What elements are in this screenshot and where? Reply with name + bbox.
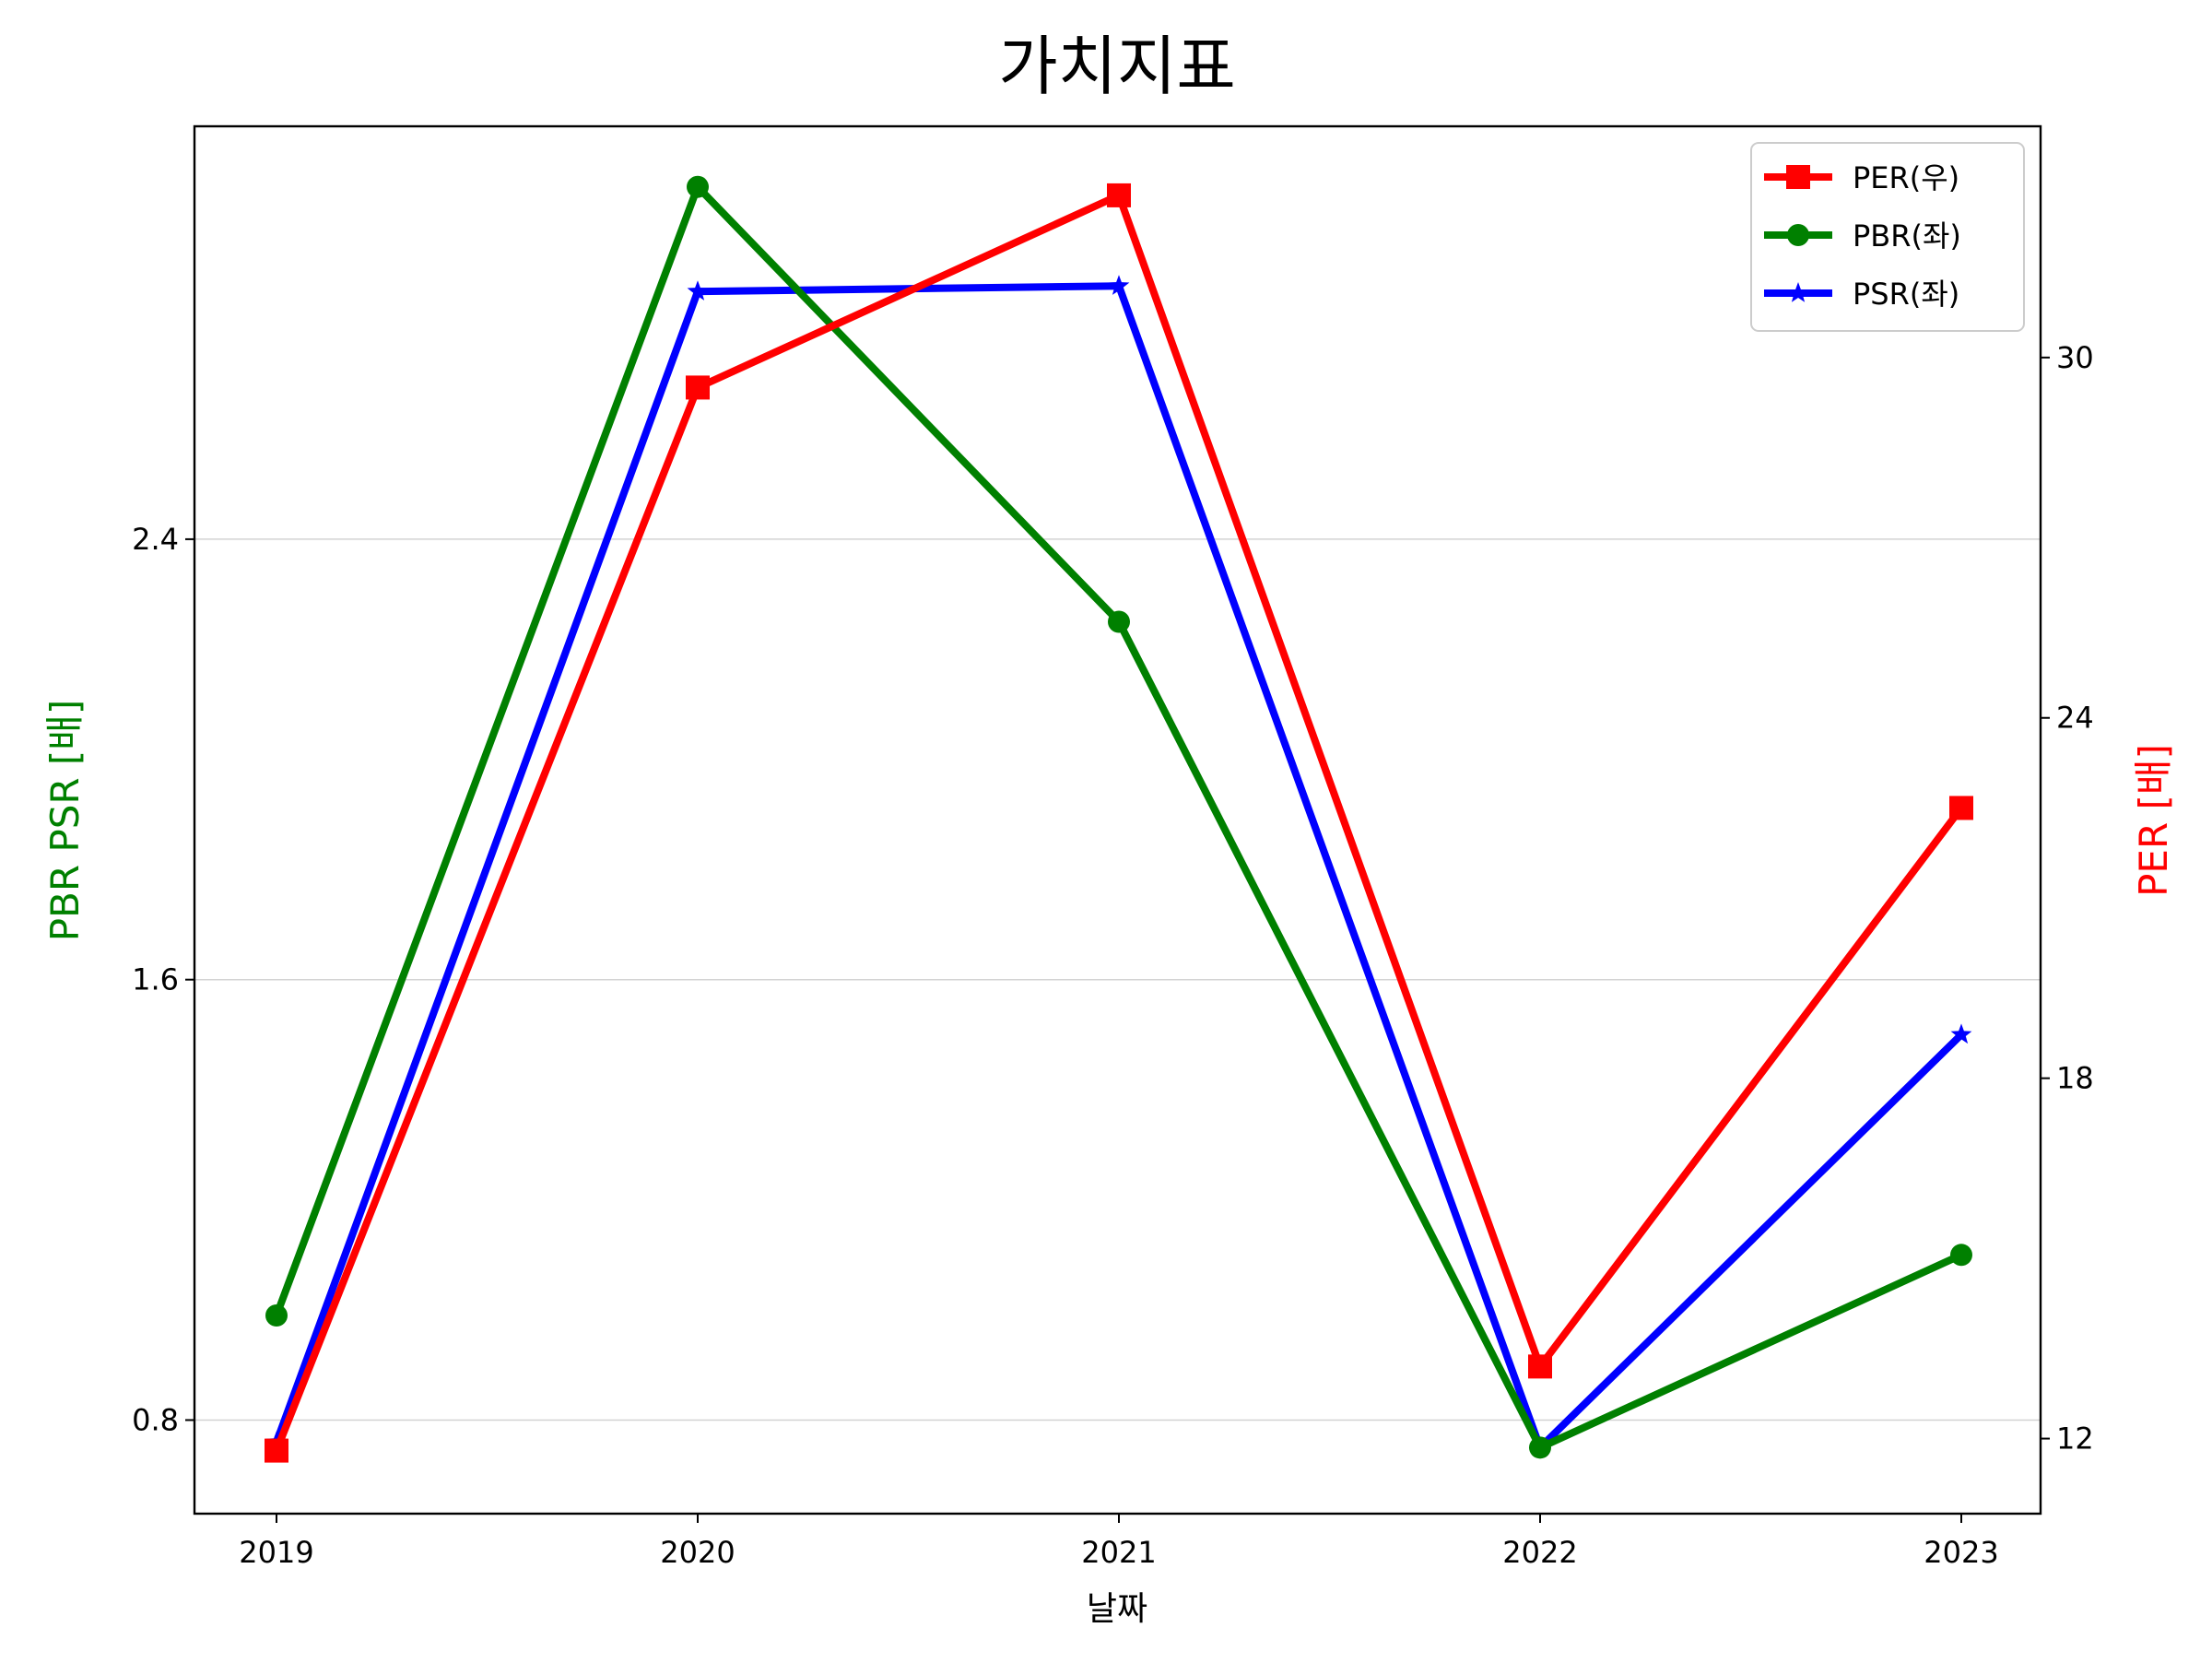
legend-label: PER(우) [1853,160,1959,195]
data-point-pbr [265,1304,288,1327]
data-point-pbr [1108,610,1130,633]
data-point-per [686,375,710,400]
legend-items: PER(우) PBR(좌) PSR(좌) [1764,160,1961,312]
series-per [265,183,1973,1463]
x-tick-label: 2021 [1081,1535,1156,1570]
y-left-tick-label: 1.6 [132,962,179,997]
y-right-tick-label: 12 [2056,1421,2094,1457]
legend-swatch-marker [1786,165,1810,189]
data-point-per [1528,1354,1552,1379]
legend-item-psr: PSR(좌) [1764,277,1959,312]
legend-box [1750,142,2025,332]
series-layer [265,175,1973,1463]
legend-item-pbr: PBR(좌) [1764,218,1961,254]
data-point-psr [1950,1023,1972,1044]
y-axis-right: 12 18 24 30 [2041,340,2094,1457]
x-tick-label: 2022 [1502,1535,1577,1570]
x-axis-label: 날짜 [1087,1590,1147,1628]
data-point-psr [687,280,709,301]
x-tick-label: 2020 [660,1535,735,1570]
data-point-psr [1108,275,1130,295]
y-right-tick-label: 18 [2056,1061,2094,1096]
y-right-tick-label: 24 [2056,701,2094,736]
data-point-per [1107,183,1131,207]
y-axis-left: 0.8 1.6 2.4 [132,522,194,1437]
y-axis-left-label: PBR PSR [배] [42,700,88,942]
x-tick-label: 2023 [1924,1535,1998,1570]
x-axis: 2019 2020 2021 2022 2023 [239,1514,1999,1570]
legend: PER(우) PBR(좌) PSR(좌) [1750,142,2025,332]
legend-swatch-marker [1787,224,1809,246]
y-axis-right-label: PER [배] [2131,744,2176,897]
data-point-per [265,1438,288,1463]
y-left-tick-label: 2.4 [132,522,179,557]
data-point-per [1949,796,1973,820]
x-tick-label: 2019 [239,1535,313,1570]
legend-label: PBR(좌) [1853,218,1961,254]
legend-label: PSR(좌) [1853,277,1959,312]
plot-frame [193,124,2042,1516]
legend-item-per: PER(우) [1764,160,1959,195]
y-left-tick-label: 0.8 [132,1402,179,1437]
chart-title: 가치지표 [998,29,1236,104]
grid-layer [194,538,2041,1421]
legend-swatch-marker [1787,282,1809,302]
data-point-pbr [1529,1436,1551,1459]
series-pbr [265,175,1972,1459]
data-point-pbr [687,175,709,198]
data-point-pbr [1950,1244,1972,1267]
y-right-tick-label: 30 [2056,340,2094,375]
